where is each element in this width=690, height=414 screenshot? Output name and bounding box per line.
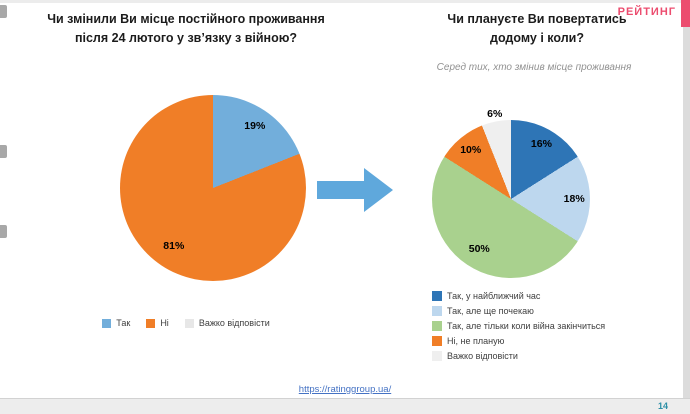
right-chart-subtitle: Серед тих, хто змінив місце проживання — [436, 62, 632, 73]
right-edge-strip — [683, 0, 690, 414]
rating-logo-mark-icon — [681, 0, 690, 27]
legend-label: Ні — [160, 318, 169, 328]
left-chart-legend: Так Ні Важко відповісти — [30, 318, 342, 328]
pie-slice-label: 18% — [563, 193, 585, 205]
legend-item: Так, але ще почекаю — [432, 306, 605, 316]
pie-chart-return-plans: 16% 18% 50% 10% 6% — [432, 108, 590, 278]
legend-label: Важко відповісти — [447, 351, 518, 361]
pie-slice-label: 10% — [460, 144, 482, 157]
pie-chart-residence-change: 19% 81% — [120, 95, 306, 281]
edge-tab — [0, 225, 7, 238]
left-chart-title-line1: Чи змінили Ви місце постійного проживанн… — [47, 12, 325, 26]
legend-item: Ні — [146, 318, 169, 328]
legend-label: Так, але тільки коли війна закінчиться — [447, 321, 606, 331]
edge-tab — [0, 5, 7, 18]
legend-swatch — [146, 318, 156, 328]
source-url-link[interactable]: https://ratinggroup.ua/ — [298, 384, 392, 395]
page-number: 14 — [657, 401, 668, 411]
top-edge-strip — [0, 0, 690, 3]
right-chart-title: Чи плануєте Ви повертатись додому і коли… — [408, 10, 666, 49]
pie-slice-label: 81% — [163, 239, 185, 252]
legend-swatch — [432, 351, 442, 361]
legend-label: Так, але ще почекаю — [447, 306, 534, 316]
legend-swatch — [432, 306, 442, 316]
bottom-bar: 14 — [0, 398, 690, 414]
legend-item: Ні, не планую — [432, 336, 605, 346]
legend-label: Ні, не планую — [447, 336, 505, 346]
pie-slice-label: 16% — [530, 137, 552, 150]
right-chart-title-line2: додому і коли? — [490, 31, 584, 46]
legend-label: Важко відповісти — [198, 318, 270, 328]
legend-swatch — [432, 336, 442, 346]
legend-swatch — [102, 318, 112, 328]
right-chart-title-line1: Чи плануєте Ви повертатись — [447, 12, 627, 26]
left-chart-title: Чи змінили Ви місце постійного проживанн… — [30, 10, 342, 49]
legend-swatch — [432, 321, 442, 331]
pie-slice-label: 6% — [487, 107, 503, 120]
pie-slice-label: 19% — [244, 120, 266, 133]
legend-swatch — [184, 318, 194, 328]
legend-item: Так, у найближчий час — [432, 291, 605, 301]
legend-item: Так, але тільки коли війна закінчиться — [432, 321, 605, 331]
right-chart-legend: Так, у найближчий час Так, але ще почекаю… — [432, 291, 605, 361]
legend-item: Важко відповісти — [432, 351, 605, 361]
right-arrow-icon — [317, 168, 393, 212]
legend-swatch — [432, 291, 442, 301]
legend-label: Так, у найближчий час — [447, 291, 541, 301]
pie-slice-label: 50% — [468, 243, 490, 256]
legend-item: Так — [102, 318, 130, 328]
rating-logo-text: РЕЙТИНГ — [617, 6, 676, 18]
legend-item: Важко відповісти — [184, 318, 270, 328]
left-chart-title-line2: після 24 лютого у зв’язку з війною? — [74, 31, 298, 46]
edge-tab — [0, 145, 7, 158]
legend-label: Так — [116, 318, 131, 328]
